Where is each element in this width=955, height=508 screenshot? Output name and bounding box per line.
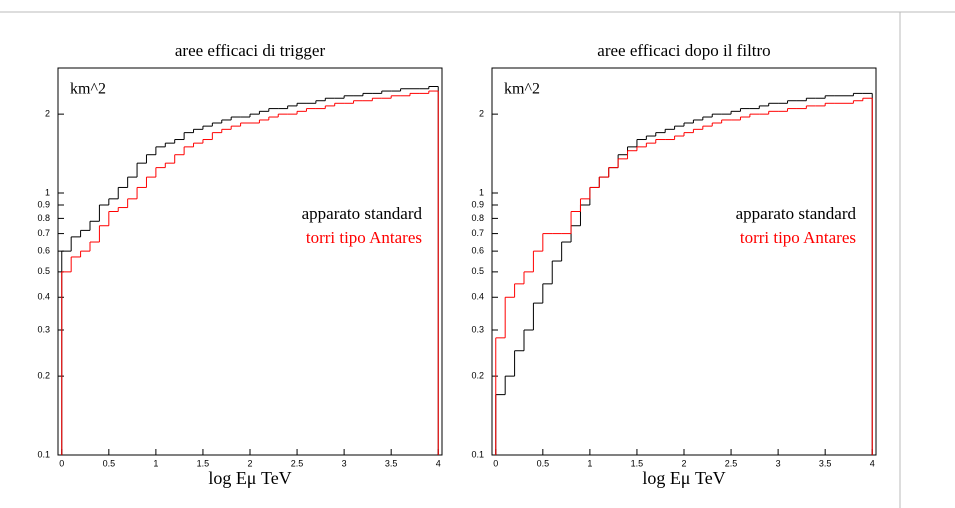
y-tick-label: 2 — [479, 109, 484, 119]
x-tick-label: 2 — [247, 458, 252, 468]
y-tick-label: 0.2 — [37, 371, 50, 381]
plot-frame — [57, 67, 443, 456]
y-tick-label: 0.4 — [471, 292, 484, 302]
y-tick-label: 0.2 — [471, 371, 484, 381]
y-tick-label: 0.1 — [471, 449, 484, 459]
x-axis-label: log Eμ TeV — [642, 468, 725, 488]
x-tick-label: 0.5 — [103, 458, 116, 468]
legend-entry: apparato standard — [302, 204, 423, 223]
x-tick-label: 1 — [153, 458, 158, 468]
chart-title: aree efficaci dopo il filtro — [597, 41, 770, 60]
y-tick-label: 0.3 — [471, 324, 484, 334]
legend-entry: apparato standard — [736, 204, 857, 223]
y-tick-label: 0.5 — [471, 266, 484, 276]
x-tick-label: 3 — [776, 458, 781, 468]
y-tick-label: 0.6 — [471, 246, 484, 256]
chart-title: aree efficaci di trigger — [175, 41, 326, 60]
legend-entry: torri tipo Antares — [306, 228, 422, 247]
x-tick-label: 2 — [681, 458, 686, 468]
annotation: km^2 — [70, 81, 106, 98]
x-tick-label: 3 — [342, 458, 347, 468]
y-tick-label: 0.7 — [37, 228, 50, 238]
y-tick-label: 0.3 — [37, 324, 50, 334]
y-tick-label: 0.8 — [37, 213, 50, 223]
x-tick-label: 2.5 — [725, 458, 738, 468]
x-tick-label: 0 — [59, 458, 64, 468]
x-tick-label: 1.5 — [197, 458, 210, 468]
y-tick-label: 0.5 — [37, 266, 50, 276]
x-axis-label: log Eμ TeV — [208, 468, 291, 488]
x-tick-label: 0 — [493, 458, 498, 468]
y-tick-label: 0.9 — [471, 199, 484, 209]
y-tick-label: 0.7 — [471, 228, 484, 238]
y-tick-label: 0.1 — [37, 449, 50, 459]
y-tick-label: 0.4 — [37, 292, 50, 302]
y-tick-label: 0.6 — [37, 246, 50, 256]
y-tick-label: 2 — [45, 109, 50, 119]
x-tick-label: 4 — [870, 458, 875, 468]
x-tick-label: 3.5 — [385, 458, 398, 468]
x-tick-label: 4 — [436, 458, 441, 468]
y-tick-label: 0.8 — [471, 213, 484, 223]
y-tick-label: 1 — [479, 187, 484, 197]
x-tick-label: 1.5 — [631, 458, 644, 468]
legend-entry: torri tipo Antares — [740, 228, 856, 247]
x-tick-label: 3.5 — [819, 458, 832, 468]
y-tick-label: 0.9 — [37, 199, 50, 209]
annotation: km^2 — [504, 81, 540, 98]
x-tick-label: 1 — [587, 458, 592, 468]
x-tick-label: 2.5 — [291, 458, 304, 468]
x-tick-label: 0.5 — [537, 458, 550, 468]
y-tick-label: 1 — [45, 187, 50, 197]
